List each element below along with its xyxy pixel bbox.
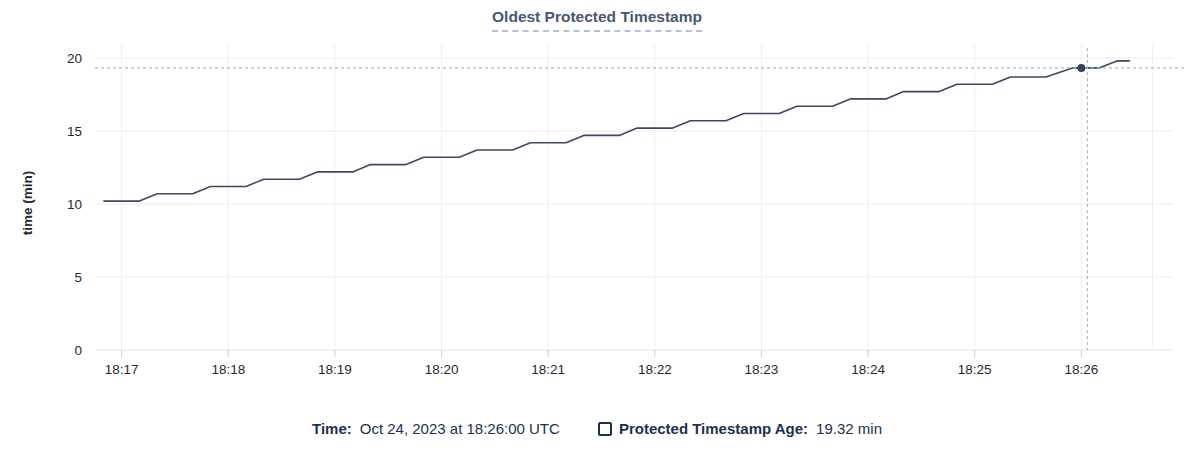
- chart-legend: Time: Oct 24, 2023 at 18:26:00 UTC Prote…: [0, 420, 1194, 437]
- svg-text:18:18: 18:18: [211, 362, 245, 377]
- legend-series-value: 19.32 min: [816, 420, 882, 437]
- svg-text:18:25: 18:25: [958, 362, 992, 377]
- svg-text:18:22: 18:22: [638, 362, 672, 377]
- chart-title-wrap: Oldest Protected Timestamp: [0, 8, 1194, 32]
- chart-title[interactable]: Oldest Protected Timestamp: [492, 8, 702, 32]
- legend-checkbox-icon[interactable]: [598, 422, 612, 436]
- legend-series-item: Protected Timestamp Age: 19.32 min: [598, 420, 882, 437]
- svg-text:18:21: 18:21: [531, 362, 565, 377]
- legend-time-item: Time: Oct 24, 2023 at 18:26:00 UTC: [312, 420, 560, 437]
- metric-chart-panel: Oldest Protected Timestamp time (min) 18…: [0, 0, 1194, 466]
- hover-data-point: [1077, 64, 1085, 72]
- legend-time-label: Time:: [312, 420, 352, 437]
- svg-text:18:19: 18:19: [318, 362, 352, 377]
- vertical-gridlines: [122, 45, 1153, 350]
- legend-time-value: Oct 24, 2023 at 18:26:00 UTC: [360, 420, 560, 437]
- svg-text:18:24: 18:24: [851, 362, 885, 377]
- svg-text:18:23: 18:23: [745, 362, 779, 377]
- svg-text:10: 10: [67, 197, 82, 212]
- svg-text:18:20: 18:20: [425, 362, 459, 377]
- horizontal-gridlines: [95, 58, 1172, 350]
- legend-series-label: Protected Timestamp Age:: [619, 420, 808, 437]
- chart-canvas[interactable]: 18:17 18:18 18:19 18:20 18:21 18:22 18:23 18:24…: [0, 0, 1194, 400]
- svg-text:15: 15: [67, 124, 82, 139]
- svg-text:18:26: 18:26: [1064, 362, 1098, 377]
- svg-text:5: 5: [74, 270, 82, 285]
- y-axis-labels: 0 5 10 15 20: [67, 51, 82, 358]
- x-axis-ticks: [122, 350, 1082, 357]
- svg-text:20: 20: [67, 51, 82, 66]
- svg-text:0: 0: [74, 343, 82, 358]
- x-axis-labels: 18:17 18:18 18:19 18:20 18:21 18:22 18:23 18:24…: [105, 362, 1098, 377]
- svg-text:18:17: 18:17: [105, 362, 139, 377]
- hover-crosshair: [95, 48, 1185, 350]
